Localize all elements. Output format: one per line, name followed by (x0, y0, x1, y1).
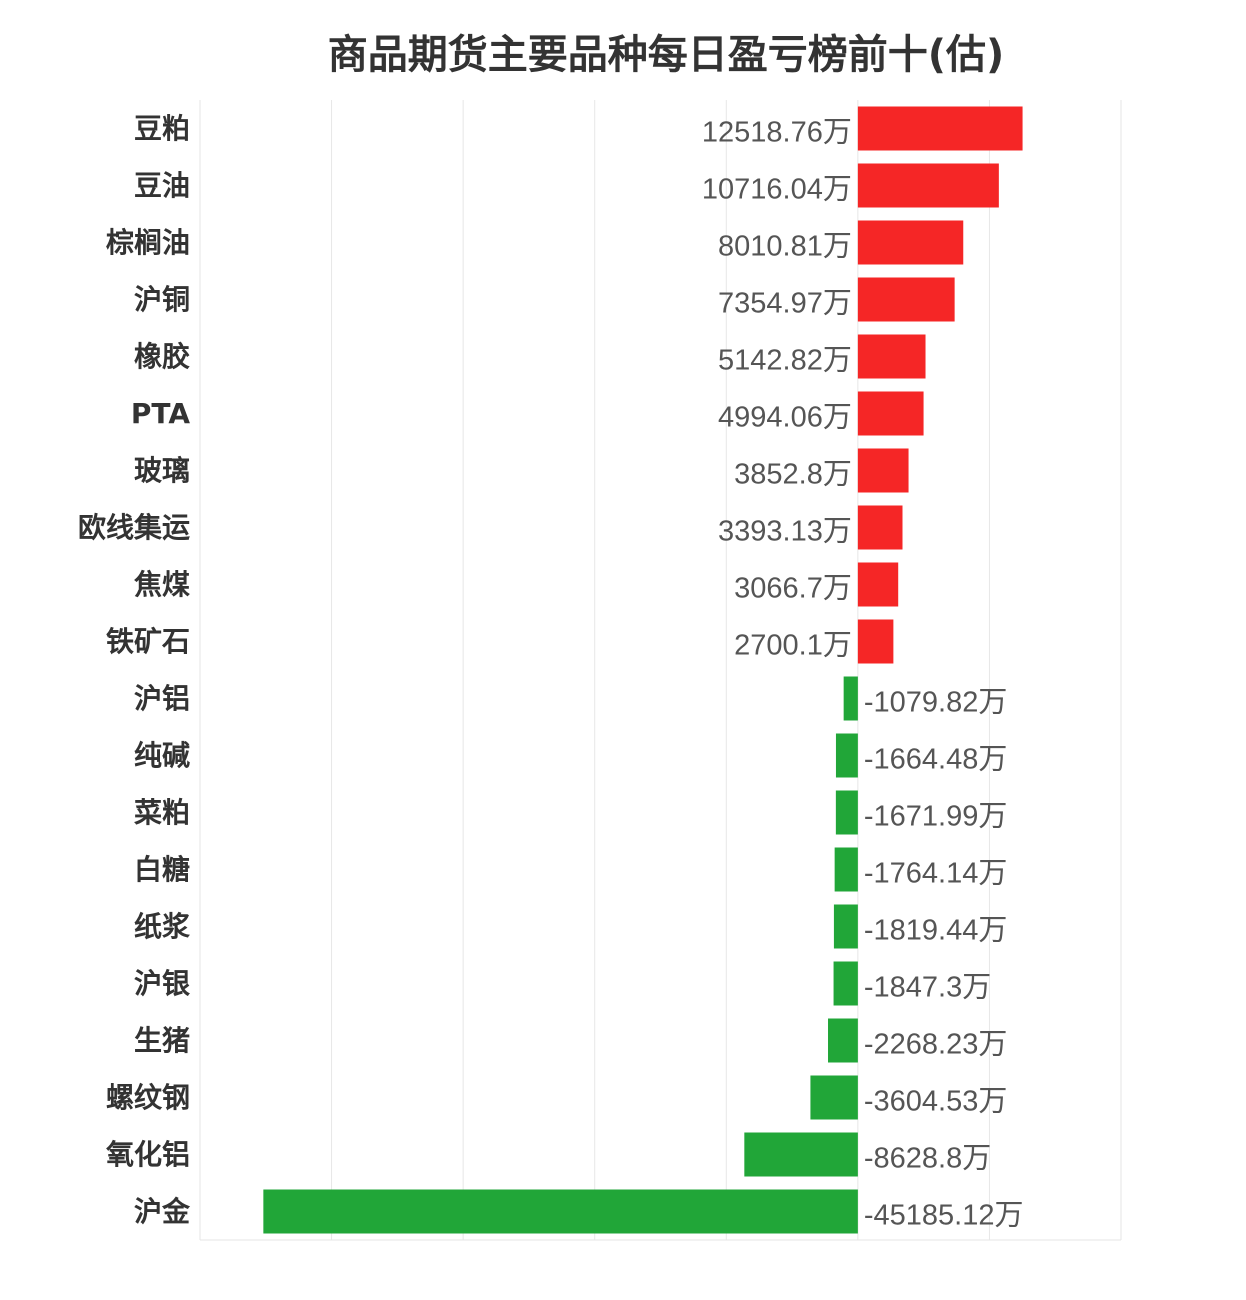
value-label: 7354.97万 (718, 288, 852, 320)
bar (857, 448, 909, 493)
value-label: -1819.44万 (864, 915, 1008, 947)
bar (744, 1132, 858, 1177)
category-label: 螺纹钢 (106, 1081, 190, 1114)
bar (834, 847, 858, 892)
category-label: 生猪 (134, 1024, 190, 1057)
value-label: -8628.8万 (864, 1143, 991, 1175)
bar (857, 562, 899, 607)
value-label: -1079.82万 (864, 687, 1008, 719)
category-label: 棕榈油 (106, 226, 190, 259)
bar (810, 1075, 858, 1120)
value-label: -1671.99万 (864, 801, 1008, 833)
value-label: 3393.13万 (718, 516, 852, 548)
value-label: 12518.76万 (702, 117, 852, 149)
value-label: 2700.1万 (734, 630, 852, 662)
bar (835, 790, 858, 835)
category-label: 纯碱 (134, 739, 190, 772)
category-label: 氧化铝 (106, 1138, 190, 1171)
value-label: -45185.12万 (864, 1200, 1024, 1232)
category-label: PTA (131, 397, 190, 430)
category-label: 沪铜 (134, 283, 190, 316)
category-label: 玻璃 (134, 454, 190, 487)
bar (857, 106, 1023, 151)
category-label: 沪金 (134, 1195, 191, 1228)
bar (263, 1189, 858, 1234)
category-label: 欧线集运 (78, 511, 190, 544)
value-label: 3852.8万 (734, 459, 852, 491)
bar (857, 334, 926, 379)
category-label: 铁矿石 (106, 625, 190, 658)
value-label: -1764.14万 (864, 858, 1008, 890)
category-label: 纸浆 (134, 910, 191, 943)
bar (857, 277, 955, 322)
bar (828, 1018, 858, 1063)
category-label: 沪银 (134, 967, 191, 1000)
value-label: 5142.82万 (718, 345, 852, 377)
bar (833, 961, 858, 1006)
category-label: 菜粕 (134, 796, 190, 829)
bar (857, 163, 999, 208)
category-label: 橡胶 (134, 340, 190, 373)
value-label: 4994.06万 (718, 402, 852, 434)
value-label: -1847.3万 (864, 972, 991, 1004)
bar (857, 619, 894, 664)
bar (833, 904, 858, 949)
bar (857, 505, 903, 550)
value-label: 8010.81万 (718, 231, 852, 263)
category-label: 焦煤 (134, 568, 190, 601)
value-label: 3066.7万 (734, 573, 852, 605)
bar (857, 391, 924, 436)
value-label: 10716.04万 (702, 174, 852, 206)
category-label: 沪铝 (134, 682, 190, 715)
bar (857, 220, 964, 265)
category-label: 豆粕 (134, 112, 190, 145)
bar (835, 733, 858, 778)
chart-title: 商品期货主要品种每日盈亏榜前十(估) (327, 32, 1005, 78)
category-label: 白糖 (134, 853, 190, 886)
value-label: -2268.23万 (864, 1029, 1008, 1061)
bar (843, 676, 858, 721)
value-label: -1664.48万 (864, 744, 1008, 776)
value-label: -3604.53万 (864, 1086, 1008, 1118)
category-label: 豆油 (134, 169, 190, 202)
